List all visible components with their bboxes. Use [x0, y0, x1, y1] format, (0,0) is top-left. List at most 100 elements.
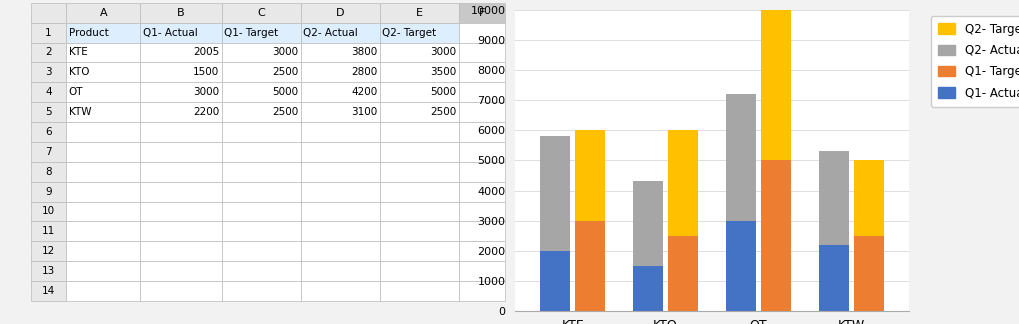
Text: 12: 12 [42, 246, 55, 256]
Text: F: F [478, 8, 485, 18]
Bar [301, 261, 380, 281]
Bar [141, 202, 222, 221]
Bar [141, 122, 222, 142]
Text: KTE: KTE [69, 48, 88, 57]
Text: 9: 9 [45, 187, 52, 197]
Bar [222, 261, 301, 281]
Bar [459, 122, 504, 142]
Bar [222, 3, 301, 23]
Bar [141, 142, 222, 162]
Bar [301, 221, 380, 241]
Text: 3000: 3000 [272, 48, 299, 57]
Text: 2800: 2800 [351, 67, 377, 77]
Bar [301, 182, 380, 202]
Bar [818, 151, 848, 245]
Bar [760, 160, 790, 311]
Bar [575, 130, 604, 221]
Bar [222, 202, 301, 221]
Text: 4200: 4200 [351, 87, 377, 97]
Bar [667, 236, 697, 311]
Bar [141, 261, 222, 281]
Bar [66, 221, 141, 241]
Bar [853, 236, 883, 311]
Text: 3500: 3500 [430, 67, 457, 77]
Bar [31, 281, 66, 301]
Bar [726, 94, 755, 221]
Bar [31, 142, 66, 162]
Bar [380, 42, 459, 63]
Bar [31, 42, 66, 63]
Text: KTW: KTW [69, 107, 92, 117]
Bar [540, 251, 570, 311]
Bar [633, 266, 662, 311]
Bar [222, 23, 301, 42]
Bar [459, 221, 504, 241]
Bar [222, 63, 301, 82]
Bar [222, 221, 301, 241]
Bar [380, 241, 459, 261]
Bar [380, 102, 459, 122]
Text: E: E [416, 8, 423, 18]
Text: 3100: 3100 [351, 107, 377, 117]
Bar [459, 42, 504, 63]
Bar [540, 136, 570, 251]
Bar [66, 281, 141, 301]
Bar [141, 241, 222, 261]
Text: 2500: 2500 [430, 107, 457, 117]
Bar [459, 241, 504, 261]
Bar [459, 261, 504, 281]
Bar [459, 182, 504, 202]
Bar [31, 82, 66, 102]
Bar [459, 102, 504, 122]
Bar [380, 261, 459, 281]
Text: 2500: 2500 [272, 67, 299, 77]
Bar [66, 23, 141, 42]
Text: 6: 6 [45, 127, 52, 137]
Text: 1: 1 [45, 28, 52, 38]
Text: B: B [177, 8, 184, 18]
Bar [222, 102, 301, 122]
Bar [301, 3, 380, 23]
Bar [222, 162, 301, 182]
Text: 3000: 3000 [430, 48, 457, 57]
Legend: Q2- Target, Q2- Actual, Q1- Target, Q1- Actual: Q2- Target, Q2- Actual, Q1- Target, Q1- … [929, 16, 1019, 107]
Bar [667, 130, 697, 236]
Bar [380, 23, 459, 42]
Bar [380, 82, 459, 102]
Bar [380, 281, 459, 301]
Bar [222, 142, 301, 162]
Text: 5000: 5000 [430, 87, 457, 97]
Text: 13: 13 [42, 266, 55, 276]
Bar [301, 142, 380, 162]
Bar [380, 63, 459, 82]
Text: 2200: 2200 [193, 107, 219, 117]
Bar [301, 122, 380, 142]
Bar [66, 182, 141, 202]
Text: 4: 4 [45, 87, 52, 97]
Bar [301, 102, 380, 122]
Bar [760, 10, 790, 160]
Bar [301, 82, 380, 102]
Text: 3800: 3800 [351, 48, 377, 57]
Bar [31, 202, 66, 221]
Text: 2: 2 [45, 48, 52, 57]
Bar [31, 122, 66, 142]
Bar [459, 202, 504, 221]
Bar [380, 221, 459, 241]
Text: 10: 10 [42, 206, 55, 216]
Bar [726, 221, 755, 311]
Bar [66, 122, 141, 142]
Text: 5000: 5000 [272, 87, 299, 97]
Bar [141, 82, 222, 102]
Bar [222, 42, 301, 63]
Bar [301, 241, 380, 261]
Bar [380, 122, 459, 142]
Bar [31, 102, 66, 122]
Bar [380, 142, 459, 162]
Text: 1500: 1500 [193, 67, 219, 77]
Bar [633, 181, 662, 266]
Bar [222, 122, 301, 142]
Bar [66, 42, 141, 63]
Text: 5: 5 [45, 107, 52, 117]
Text: Product: Product [69, 28, 108, 38]
